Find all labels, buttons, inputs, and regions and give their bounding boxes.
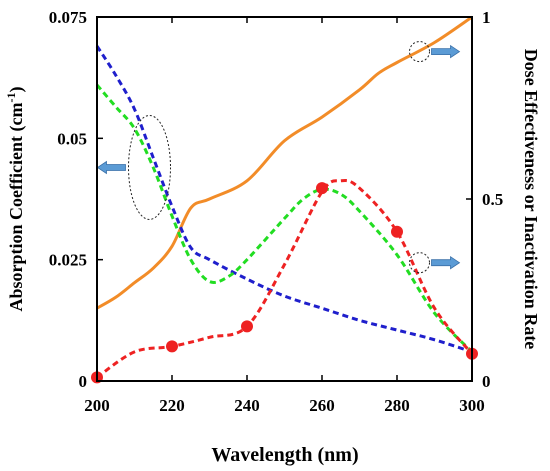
x-tick-label: 240: [234, 396, 260, 415]
tick-layer: 200 220 240 260 280 300 0 0.025 0.05 0.075 0 0.5 1: [49, 8, 504, 415]
x-tick-label: 300: [459, 396, 485, 415]
series-layer: [95, 15, 474, 379]
x-tick-label: 280: [384, 396, 410, 415]
y-left-tick-label: 0.075: [49, 8, 87, 27]
y-left-tick-label: 0.05: [57, 129, 87, 148]
y-left-axis-title-end: ): [6, 87, 27, 93]
y-right-tick-label: 0: [482, 372, 491, 391]
y-left-axis-title: Absorption Coefficient (cm-1): [4, 87, 27, 312]
arrow-right-icon: [431, 44, 461, 59]
y-left-axis-title-superscript: -1: [4, 93, 18, 103]
plot-frame: [96, 16, 473, 382]
dose-effectiveness-curve-line: [96, 15, 473, 310]
x-axis-title: Wavelength (nm): [211, 444, 358, 466]
arrow-left-icon: [96, 160, 126, 175]
y-left-tick-label: 0: [79, 372, 88, 391]
callout-ellipse: [128, 114, 171, 220]
absorption-curve-green-line: [95, 83, 474, 353]
x-tick-label: 260: [309, 396, 335, 415]
y-left-tick-label: 0.025: [49, 251, 87, 270]
data-point-marker: [391, 225, 403, 238]
data-point-marker: [241, 320, 253, 333]
inactivation-rate-curve-line: [96, 178, 474, 379]
data-point-marker: [316, 182, 328, 195]
callout-ellipse: [409, 252, 430, 274]
y-right-tick-label: 0.5: [482, 190, 503, 209]
y-right-tick-label: 1: [482, 8, 491, 27]
annotation-layer: [96, 41, 461, 274]
data-point-marker: [166, 340, 178, 353]
x-tick-label: 200: [84, 396, 110, 415]
y-right-axis-title: Dose Effectiveness or Inactivation Rate: [521, 49, 541, 350]
x-tick-label: 220: [159, 396, 185, 415]
absorption-curve-blue-line: [95, 45, 473, 354]
callout-ellipse: [409, 41, 430, 63]
y-left-axis-title-main: Absorption Coefficient (cm: [6, 103, 27, 312]
arrow-right-icon: [431, 255, 461, 270]
